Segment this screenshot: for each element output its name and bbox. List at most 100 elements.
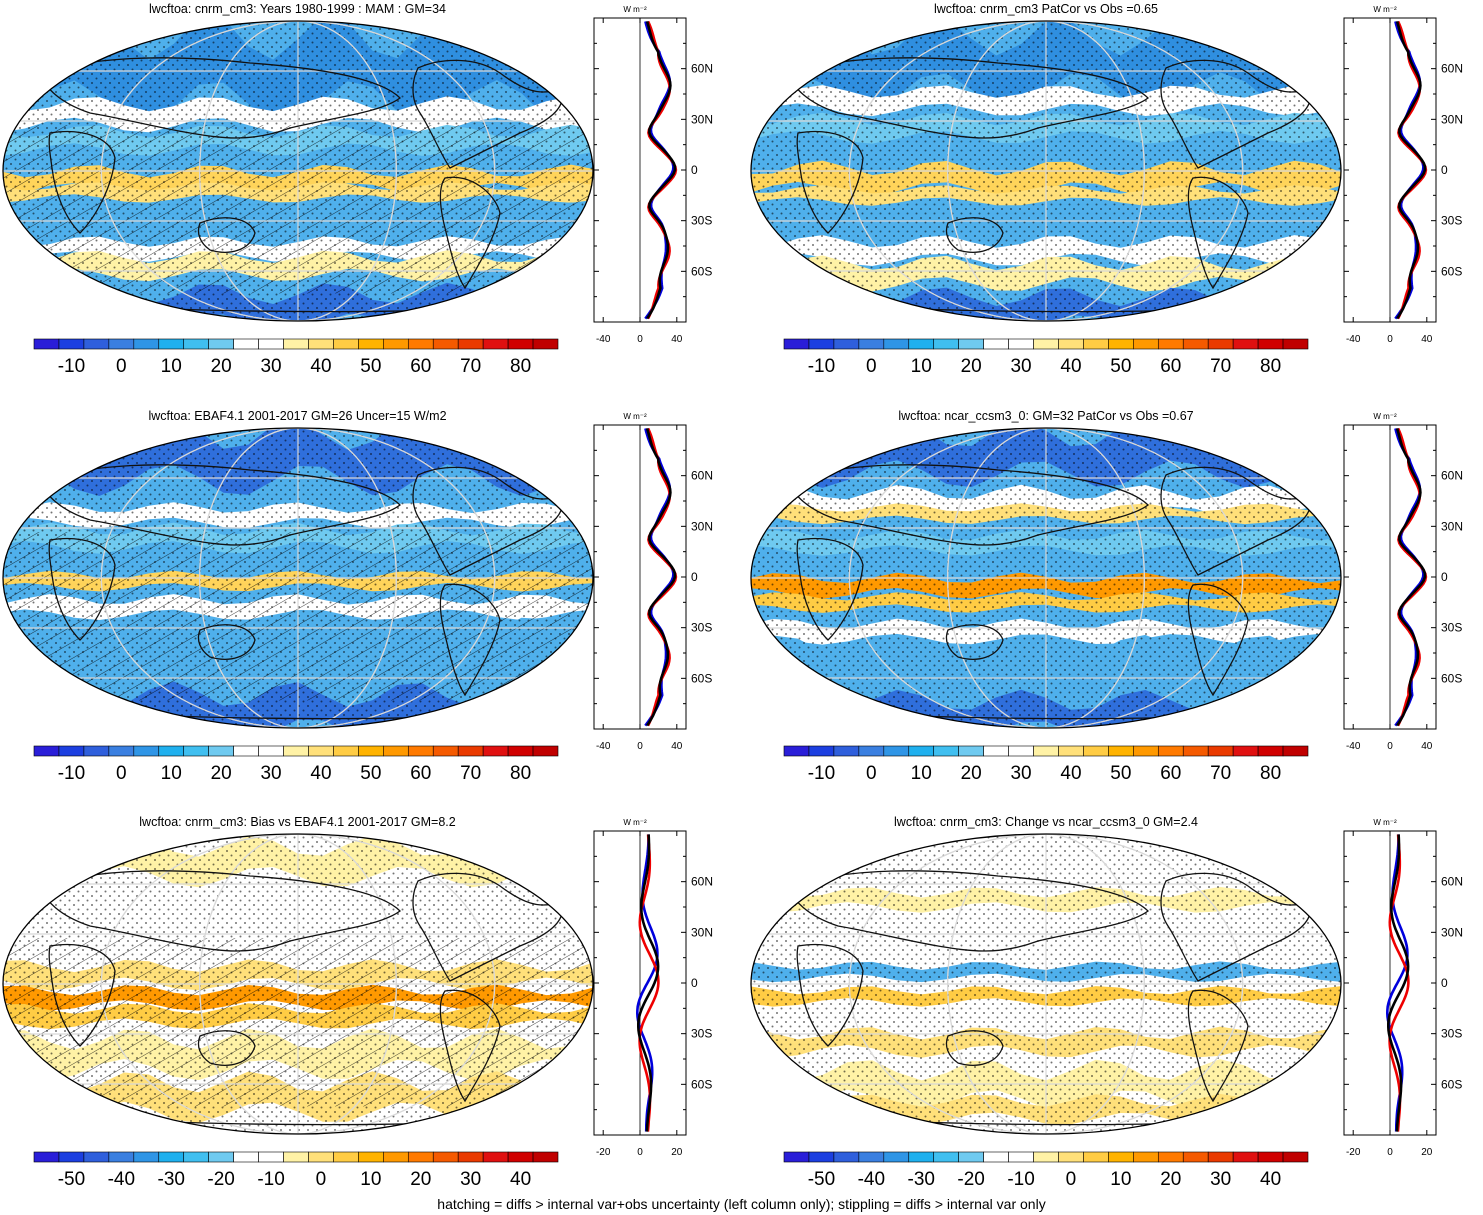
colorbar-tick-label: 10: [360, 1169, 381, 1190]
colorbar-tick-label: -10: [808, 763, 835, 784]
graticule: [3, 834, 593, 1134]
y-tick-label: 30S: [691, 1027, 712, 1041]
map-field: [3, 834, 593, 1134]
colorbar-tick-label: 50: [1110, 356, 1131, 377]
y-tick-label: 30S: [1441, 214, 1462, 228]
colorbar-swatch: [1257, 1151, 1284, 1163]
colorbar-tick-label: 70: [1210, 763, 1231, 784]
zonal-mean-line: [645, 428, 677, 727]
colorbar-tick-label: 40: [1060, 356, 1081, 377]
coastline: [439, 989, 501, 1103]
zonal-mean-plot-3: W m⁻² -40 0 40 60N 30N 0 30S 60S: [593, 412, 713, 752]
colorbar-swatch: [908, 338, 935, 350]
coastline: [48, 943, 116, 1047]
colorbar-swatch: [33, 1151, 60, 1163]
zonal-mean-line: [645, 21, 677, 320]
coastline: [48, 537, 116, 641]
map-field: [751, 21, 1341, 321]
coastline: [197, 217, 256, 253]
colorbar-swatch: [1207, 745, 1234, 757]
colorbar-swatch: [1108, 745, 1134, 757]
units-label: W m⁻²: [1373, 412, 1397, 421]
colorbar-swatch: [858, 338, 885, 350]
colorbar-tick-label: 60: [410, 763, 431, 784]
colorbar-swatch: [908, 1151, 935, 1163]
colorbar-tick-label: 80: [1260, 763, 1281, 784]
colorbar-tick-label: 80: [510, 763, 531, 784]
graticule: [751, 428, 1341, 728]
colorbar-tick-label: 60: [410, 356, 431, 377]
colorbar-swatch: [133, 1151, 160, 1163]
coastline: [945, 217, 1004, 253]
x-tick-label: 40: [1421, 741, 1433, 752]
colorbar-swatch: [1008, 745, 1034, 757]
colorbar-tick-label: 0: [866, 356, 877, 377]
colorbar-swatch: [1083, 1151, 1109, 1163]
colorbar-tick-label: 40: [510, 1169, 531, 1190]
colorbar-tick-label: 10: [911, 763, 932, 784]
y-tick-label: 30N: [691, 112, 713, 126]
coastline: [796, 943, 864, 1047]
colorbar-swatch: [507, 745, 534, 757]
y-tick-label: 60N: [1441, 62, 1463, 76]
colorbar-swatch: [108, 338, 135, 350]
colorbar-swatch: [308, 745, 334, 757]
colorbar-tick-label: 20: [410, 1169, 431, 1190]
colorbar-tick-label: 40: [310, 763, 331, 784]
coastline: [945, 624, 1004, 660]
coastline: [412, 872, 563, 982]
colorbar-swatch: [283, 745, 309, 757]
coastline: [796, 130, 864, 234]
colorbar-tick-label: -20: [207, 1169, 234, 1190]
zonal-mean-line: [638, 834, 660, 1132]
colorbar-tick-label: 20: [961, 763, 982, 784]
colorbar-swatch: [108, 1151, 135, 1163]
colorbar-swatch: [1182, 338, 1209, 350]
coastline: [412, 466, 563, 576]
x-tick-label: 0: [1387, 1147, 1393, 1158]
colorbar-3: -100102030405060708090: [33, 745, 559, 784]
colorbar-swatch: [1033, 1151, 1059, 1163]
colorbar-tick-label: 30: [260, 763, 281, 784]
colorbar-swatch: [58, 745, 85, 757]
coastline: [787, 57, 1149, 139]
x-tick-label: 40: [1421, 334, 1433, 345]
colorbar-swatch: [1008, 338, 1034, 350]
colorbar-swatch: [133, 338, 160, 350]
y-tick-label: 0: [691, 570, 698, 584]
colorbar-swatch: [258, 1151, 284, 1163]
colorbar-swatch: [482, 745, 509, 757]
y-tick-label: 30N: [1441, 112, 1463, 126]
x-tick-label: 0: [637, 334, 643, 345]
colorbar-tick-label: 30: [1010, 356, 1031, 377]
units-label: W m⁻²: [623, 5, 647, 14]
zonal-mean-line: [1388, 834, 1410, 1132]
colorbar-swatch: [933, 745, 959, 757]
y-tick-label: 30N: [691, 519, 713, 533]
coastline: [1187, 989, 1249, 1103]
colorbar-tick-label: 20: [1160, 1169, 1181, 1190]
graticule: [751, 834, 1341, 1134]
graticule: [3, 21, 593, 321]
colorbar-tick-label: 70: [1210, 356, 1231, 377]
colorbar-tick-label: 40: [1260, 1169, 1281, 1190]
coastline: [1187, 583, 1249, 697]
colorbar-tick-label: 40: [310, 356, 331, 377]
graticule: [3, 428, 593, 728]
colorbar-swatch: [1207, 338, 1234, 350]
colorbar-swatch: [1058, 745, 1084, 757]
coastline: [439, 583, 501, 697]
map-3: [2, 427, 594, 729]
colorbar-swatch: [1083, 745, 1109, 757]
colorbar-swatch: [158, 745, 185, 757]
colorbar-swatch: [783, 338, 810, 350]
y-tick-label: 30S: [1441, 1027, 1462, 1041]
colorbar-2: -100102030405060708090: [783, 338, 1309, 377]
colorbar-swatch: [1257, 338, 1284, 350]
colorbar-swatch: [183, 745, 209, 757]
x-tick-label: 40: [671, 334, 683, 345]
colorbar-swatch: [1257, 745, 1284, 757]
colorbar-swatch: [83, 1151, 110, 1163]
y-tick-label: 60S: [691, 264, 712, 278]
colorbar-swatch: [208, 338, 234, 350]
